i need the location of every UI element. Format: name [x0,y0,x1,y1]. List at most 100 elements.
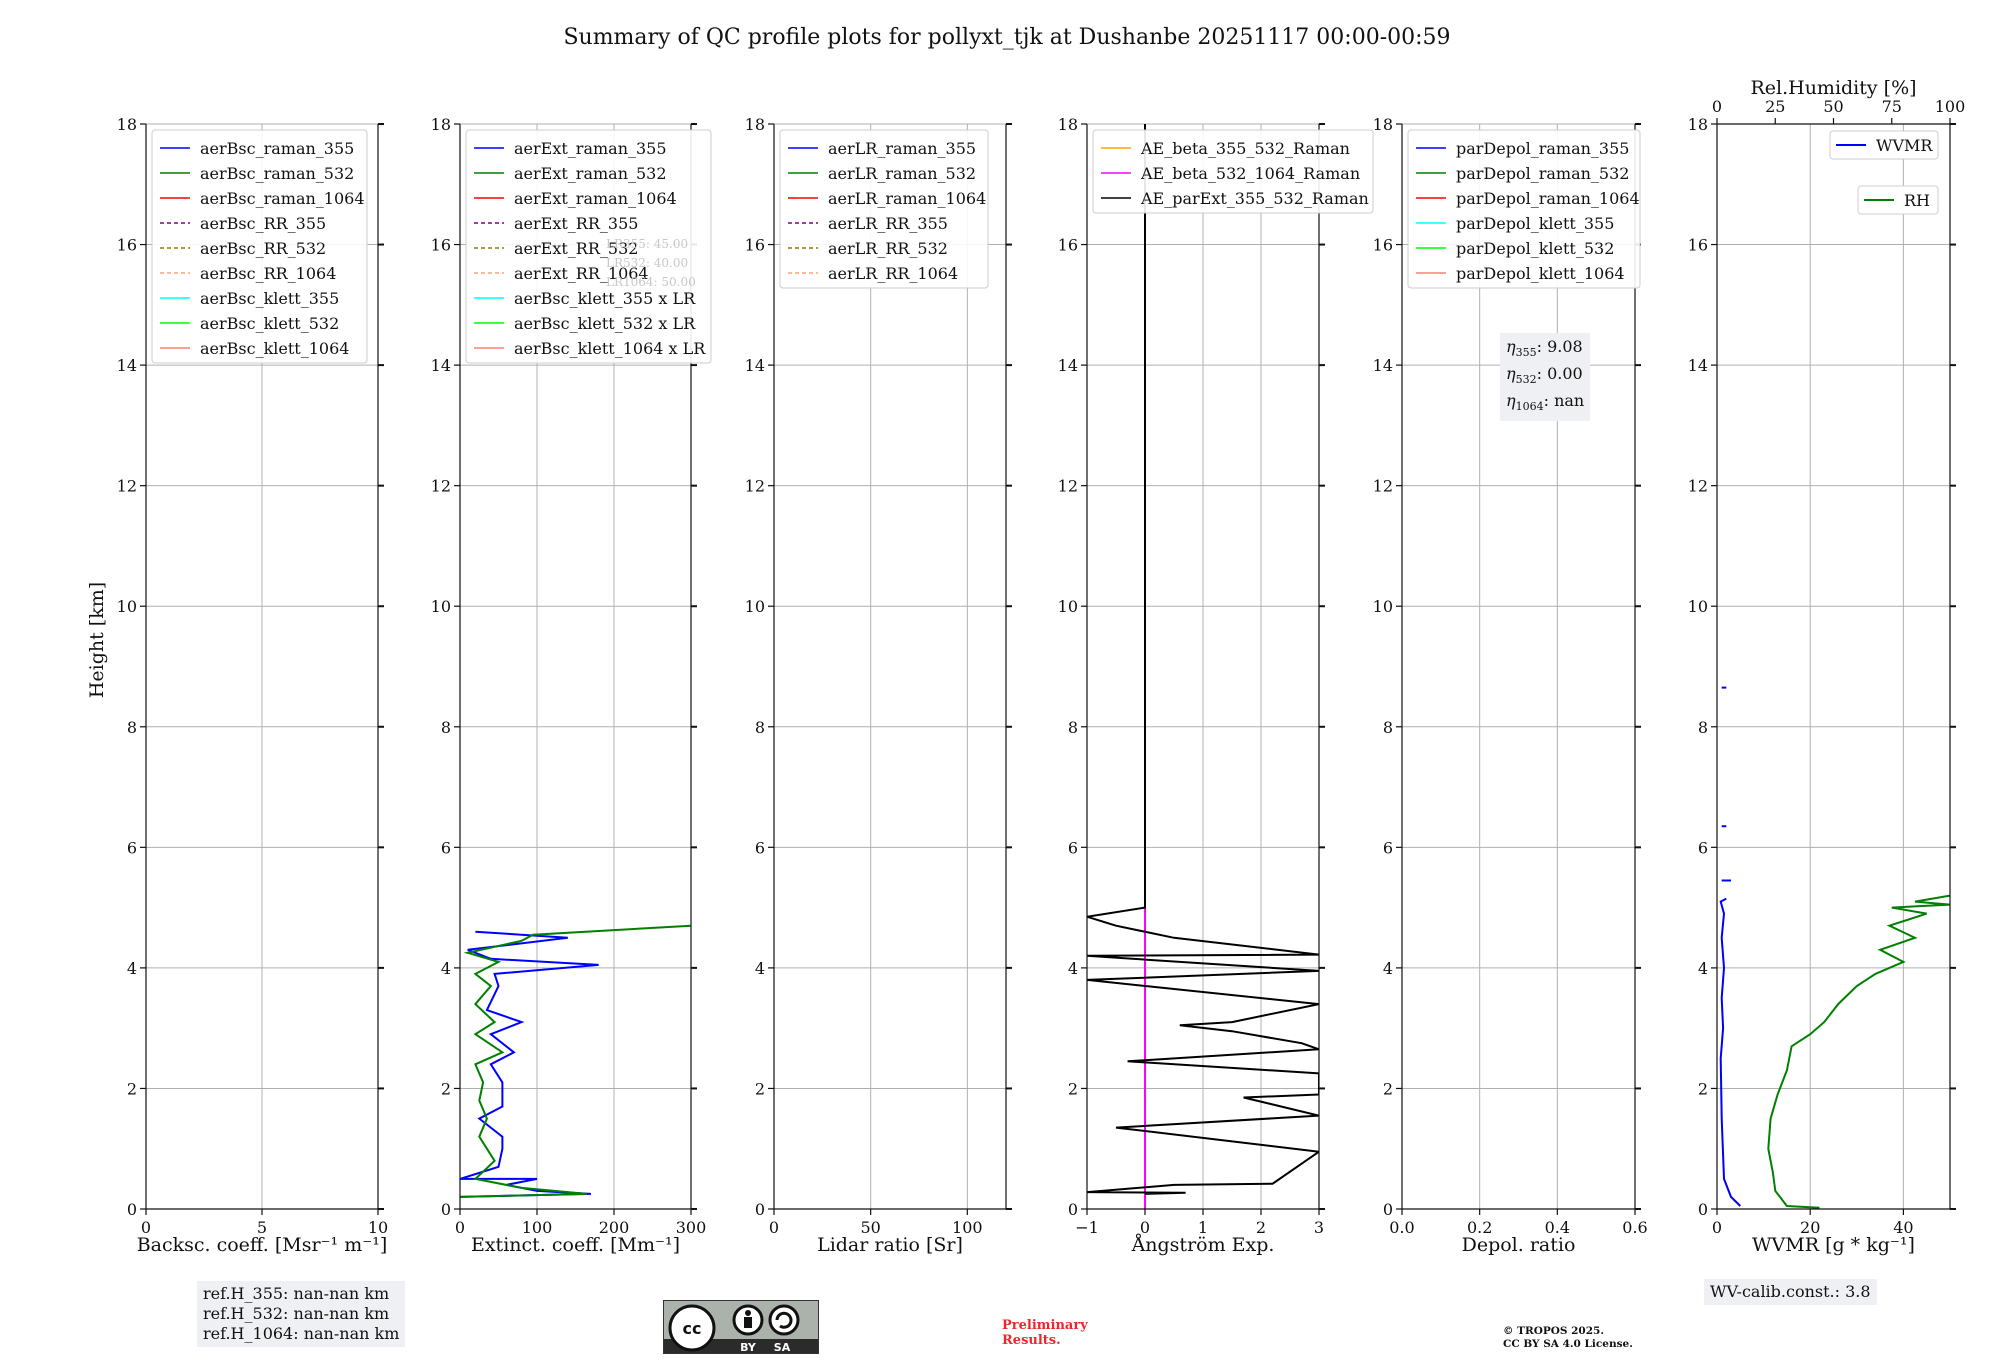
top-x-tick-label: 50 [1823,97,1843,116]
lidar-ratio-annotation: LR532: 40.00 [606,256,688,270]
panel-extinction: 0 100 200 300 0 2 4 6 8 10 12 14 16 18 Extinct. coeff.… [431,115,712,1256]
svg-text:BY: BY [740,1341,757,1354]
copyright-line-1: © TROPOS 2025. [1503,1325,1605,1337]
y-tick-label: 12 [117,477,137,496]
y-tick-label: 4 [1068,959,1078,978]
x-axis-label: Depol. ratio [1462,1234,1576,1256]
legend-box [1407,129,1641,289]
preliminary-results-note: Preliminary Results. [1002,1318,1088,1348]
top-x-tick-label: 0 [1712,97,1722,116]
y-tick-label: 4 [127,959,137,978]
legend-label: aerExt_RR_1064 [514,264,649,283]
legend-label: AE_parExt_355_532_Raman [1140,189,1369,208]
preliminary-line-2: Results. [1002,1333,1061,1348]
legend-label: aerExt_raman_1064 [514,189,677,208]
ref-height-355: ref.H_355: nan-nan km [203,1284,390,1303]
legend-label: aerLR_raman_1064 [828,189,986,208]
sa-share-alike-icon [768,1304,800,1336]
y-tick-label: 10 [431,597,451,616]
legend-label: aerLR_raman_532 [828,164,976,183]
y-tick-label: 2 [441,1079,451,1098]
series-line-WVMR [1719,897,1741,1207]
cc-logo-icon [668,1304,716,1352]
y-tick-label: 0 [755,1200,765,1219]
y-tick-label: 14 [1373,356,1393,375]
legend-label: aerBsc_klett_355 [200,289,339,308]
eta-355: η355: 9.08 [1506,337,1583,360]
svg-text:cc: cc [683,1319,702,1338]
legend-label: AE_beta_355_532_Raman [1140,139,1350,158]
legend-label: RH [1904,191,1930,210]
legend-label: aerBsc_raman_1064 [200,189,365,208]
top-x-axis-label: Rel.Humidity [%] [1750,77,1916,99]
legend-box [1857,185,1939,215]
legend-box [465,129,712,364]
legend-label: parDepol_raman_532 [1456,164,1629,183]
y-tick-label: 16 [1058,236,1078,255]
legend-label: aerBsc_klett_355 x LR [514,289,696,308]
y-tick-label: 8 [755,718,765,737]
panel-backscatter: 0 5 10 0 2 4 6 8 10 12 14 16 18 Backsc. coeff. [Msr⁻¹… [117,115,389,1256]
preliminary-line-1: Preliminary [1002,1318,1088,1333]
x-tick-label: 0.4 [1545,1218,1570,1237]
y-tick-label: 8 [441,718,451,737]
x-tick-label: 0 [455,1218,465,1237]
y-tick-label: 0 [1383,1200,1393,1219]
y-tick-label: 12 [1373,477,1393,496]
y-tick-label: 2 [1383,1079,1393,1098]
legend-label: WVMR [1876,136,1933,155]
legend-label: aerBsc_RR_355 [200,214,326,233]
legend-label: aerBsc_klett_1064 [200,339,349,358]
legend-label: aerLR_RR_532 [828,239,948,258]
y-tick-label: 14 [117,356,137,375]
legend-label: aerLR_RR_1064 [828,264,958,283]
top-x-tick-label: 75 [1882,97,1902,116]
cc-license-badge[interactable]: cc BY SA [663,1300,819,1354]
y-tick-label: 14 [1058,356,1078,375]
y-tick-label: 4 [1383,959,1393,978]
y-tick-label: 18 [1058,115,1078,134]
y-tick-label: 10 [1373,597,1393,616]
x-axis-label: WVMR [g * kg⁻¹] [1752,1234,1915,1256]
x-tick-label: 0.0 [1389,1218,1414,1237]
svg-text:SA: SA [774,1341,791,1354]
legend-label: aerLR_raman_355 [828,139,976,158]
y-tick-label: 14 [745,356,765,375]
x-tick-label: 2 [1256,1218,1266,1237]
y-tick-label: 18 [1688,115,1708,134]
series-group [460,924,691,1198]
x-tick-label: 10 [368,1218,388,1237]
figure-title: Summary of QC profile plots for pollyxt_… [563,25,1450,50]
x-tick-label: 0 [1712,1218,1722,1237]
y-tick-label: 0 [1698,1200,1708,1219]
cc-badge-graphic: cc BY SA [664,1301,818,1354]
series-line-RH [1767,894,1950,1209]
x-tick-label: 20 [1800,1218,1820,1237]
x-tick-label: 200 [599,1218,630,1237]
legend-label: aerBsc_RR_1064 [200,264,336,283]
copyright-line-2: CC BY SA 4.0 License. [1503,1338,1633,1350]
y-tick-label: 8 [127,718,137,737]
x-tick-label: 0 [1140,1218,1150,1237]
y-tick-label: 16 [117,236,137,255]
lidar-ratio-annotation: LR1064: 50.00 [606,275,696,289]
y-tick-label: 18 [117,115,137,134]
series-line-aerExt_raman_355 [460,930,599,1198]
x-tick-label: 0.2 [1467,1218,1492,1237]
x-axis-label: Backsc. coeff. [Msr⁻¹ m⁻¹] [137,1234,388,1256]
y-tick-label: 6 [127,838,137,857]
lidar-ratio-annotation: LR355: 45.00 [606,237,688,251]
x-tick-label: 1 [1198,1218,1208,1237]
y-tick-label: 18 [431,115,451,134]
y-tick-label: 12 [1058,477,1078,496]
y-tick-label: 16 [1373,236,1393,255]
y-tick-label: 0 [1068,1200,1078,1219]
y-tick-label: 16 [431,236,451,255]
x-tick-label: −1 [1075,1218,1099,1237]
legend-label: aerBsc_raman_355 [200,139,354,158]
reference-height-box: ref.H_355: nan-nan km ref.H_532: nan-nan… [197,1281,406,1347]
legend-label: aerLR_RR_355 [828,214,948,233]
y-tick-label: 10 [1058,597,1078,616]
